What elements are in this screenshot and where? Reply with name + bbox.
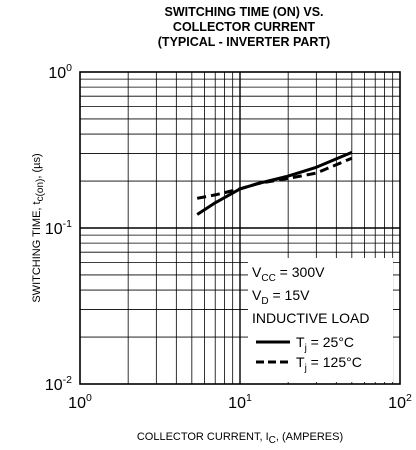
condition-vcc: VCC = 300V — [252, 264, 325, 284]
legend-label-25c-main: T — [296, 334, 305, 350]
series-lines — [196, 151, 353, 216]
condition-vd-sub: D — [261, 296, 268, 307]
chart-title-line-3: (TYPICAL - INVERTER PART) — [158, 35, 330, 49]
legend-label-25c: Tj = 25°C — [296, 334, 354, 354]
x-tick-exponent: 2 — [406, 392, 412, 404]
x-axis-label-main: COLLECTOR CURRENT, I — [137, 431, 269, 443]
chart-title-line-1: SWITCHING TIME (ON) VS. — [164, 5, 323, 19]
y-axis-label-sub: c(on) — [35, 179, 46, 202]
y-axis-label-main: SWITCHING TIME, t — [31, 201, 43, 302]
x-tick-labels: 100 101 102 — [68, 392, 412, 412]
y-tick-exponent: 0 — [66, 62, 72, 74]
legend-label-25c-sub: j — [304, 343, 307, 354]
y-axis-label-suffix: , (µs) — [31, 153, 43, 178]
x-axis-label: COLLECTOR CURRENT, IC, (AMPERES) — [137, 431, 343, 446]
x-tick-exponent: 1 — [246, 392, 252, 404]
condition-vd: VD = 15V — [252, 287, 310, 307]
y-tick-label: 10-2 — [45, 374, 72, 394]
legend-label-125c: Tj = 125°C — [296, 354, 362, 374]
y-axis-label: SWITCHING TIME, tc(on), (µs) — [31, 153, 46, 302]
legend-label-125c-main: T — [296, 354, 305, 370]
x-tick-label: 100 — [68, 392, 92, 412]
y-tick-base: 10 — [48, 65, 66, 82]
legend-label-125c-sub: j — [304, 363, 307, 374]
series-line-25c — [196, 151, 353, 216]
x-axis-label-sub: C — [269, 435, 276, 446]
x-axis-label-suffix: , (AMPERES) — [276, 431, 343, 443]
y-tick-exponent: -2 — [63, 374, 72, 386]
x-tick-base: 10 — [68, 395, 86, 412]
condition-vcc-main: V — [252, 264, 262, 280]
x-tick-base: 10 — [388, 395, 406, 412]
y-tick-exponent: -1 — [63, 218, 72, 230]
condition-vd-main: V — [252, 287, 262, 303]
chart-title-line-2: COLLECTOR CURRENT — [173, 20, 315, 34]
condition-load: INDUCTIVE LOAD — [252, 310, 369, 326]
condition-vcc-sub: CC — [261, 273, 275, 284]
legend: VCC = 300V VD = 15V INDUCTIVE LOAD Tj = … — [248, 258, 393, 382]
legend-label-125c-rest: = 125°C — [307, 354, 362, 370]
chart-title: SWITCHING TIME (ON) VS. COLLECTOR CURREN… — [158, 5, 330, 49]
legend-label-25c-rest: = 25°C — [307, 334, 354, 350]
condition-vd-rest: = 15V — [269, 287, 311, 303]
y-tick-base: 10 — [45, 221, 63, 238]
x-tick-label: 101 — [228, 392, 252, 412]
plot-frame — [79, 71, 401, 385]
series-line-125c — [196, 156, 353, 200]
condition-vcc-rest: = 300V — [276, 264, 325, 280]
y-tick-label: 100 — [48, 62, 72, 82]
x-tick-exponent: 0 — [86, 392, 92, 404]
x-tick-label: 102 — [388, 392, 412, 412]
y-tick-base: 10 — [45, 377, 63, 394]
y-tick-label: 10-1 — [45, 218, 72, 238]
x-tick-base: 10 — [228, 395, 246, 412]
